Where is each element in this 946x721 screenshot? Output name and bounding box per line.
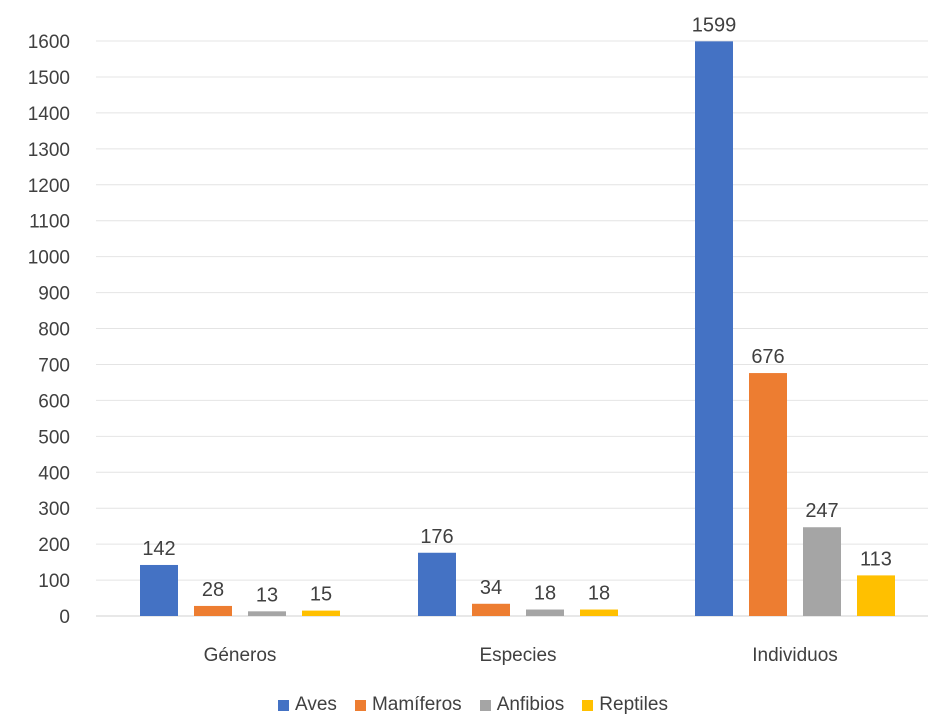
- bar-aves-individuos: [695, 41, 733, 616]
- data-label: 28: [202, 579, 224, 601]
- legend-swatch: [479, 699, 491, 711]
- y-tick-label: 0: [59, 607, 70, 628]
- data-labels: 142 28 13 15 176 34 18 18 1599 676 247 113: [142, 14, 892, 606]
- data-label: 34: [480, 577, 502, 599]
- y-tick-label: 1300: [28, 140, 70, 161]
- x-category-label: Individuos: [752, 645, 838, 666]
- y-tick-label: 900: [38, 284, 70, 305]
- legend: Aves Mamíferos Anfibios Reptiles: [0, 694, 946, 716]
- y-tick-label: 700: [38, 355, 70, 376]
- legend-label: Aves: [295, 694, 337, 715]
- y-tick-label: 100: [38, 571, 70, 592]
- y-tick-label: 1100: [29, 212, 70, 233]
- data-label: 676: [751, 346, 784, 368]
- legend-item-mamíferos: Mamíferos: [354, 694, 462, 716]
- bar-reptiles-especies: [580, 609, 618, 616]
- y-tick-label: 1400: [28, 104, 70, 125]
- bar-reptiles-individuos: [857, 575, 895, 616]
- bar-aves-géneros: [140, 564, 178, 616]
- legend-label: Mamíferos: [371, 694, 462, 715]
- y-tick-label: 300: [38, 499, 70, 520]
- bar-reptiles-géneros: [302, 610, 340, 616]
- bar-anfibios-individuos: [803, 527, 841, 616]
- y-tick-label: 200: [38, 535, 70, 556]
- bar-mamíferos-individuos: [749, 373, 787, 616]
- legend-label: Reptiles: [599, 694, 668, 715]
- legend-swatch: [582, 699, 594, 711]
- y-tick-label: 1000: [28, 248, 70, 269]
- y-tick-label: 1600: [28, 32, 70, 53]
- data-label: 18: [588, 583, 610, 605]
- legend-swatch: [354, 699, 366, 711]
- data-label: 13: [256, 584, 278, 606]
- bar-anfibios-especies: [526, 609, 564, 616]
- legend-swatch: [278, 699, 290, 711]
- data-label: 142: [142, 538, 175, 560]
- y-tick-label: 500: [38, 427, 70, 448]
- legend-item-anfibios: Anfibios: [479, 694, 565, 716]
- bar-anfibios-géneros: [248, 611, 286, 616]
- y-tick-label: 1500: [28, 68, 70, 89]
- y-axis-ticks: 0 100 200 300 400 500 600 700 800 900 1000 1100 1200…: [28, 32, 70, 628]
- y-tick-label: 400: [38, 463, 70, 484]
- legend-item-reptiles: Reptiles: [582, 694, 668, 716]
- data-label: 15: [310, 584, 332, 606]
- bar-aves-especies: [418, 552, 456, 616]
- bars: [140, 41, 895, 616]
- x-category-label: Especies: [479, 645, 556, 666]
- x-axis-categories: Géneros Especies Individuos: [204, 645, 838, 666]
- data-label: 113: [860, 548, 892, 570]
- data-label: 176: [420, 526, 453, 548]
- bar-mamíferos-géneros: [194, 605, 232, 616]
- legend-label: Anfibios: [496, 694, 565, 715]
- y-tick-label: 600: [38, 391, 70, 412]
- bar-mamíferos-especies: [472, 603, 510, 616]
- legend-item-aves: Aves: [278, 694, 337, 716]
- data-label: 1599: [692, 14, 737, 36]
- x-category-label: Géneros: [204, 645, 277, 666]
- y-tick-label: 1200: [28, 176, 70, 197]
- y-tick-label: 800: [38, 320, 70, 341]
- gridlines: [96, 40, 928, 617]
- data-label: 18: [534, 583, 556, 605]
- data-label: 247: [805, 500, 838, 522]
